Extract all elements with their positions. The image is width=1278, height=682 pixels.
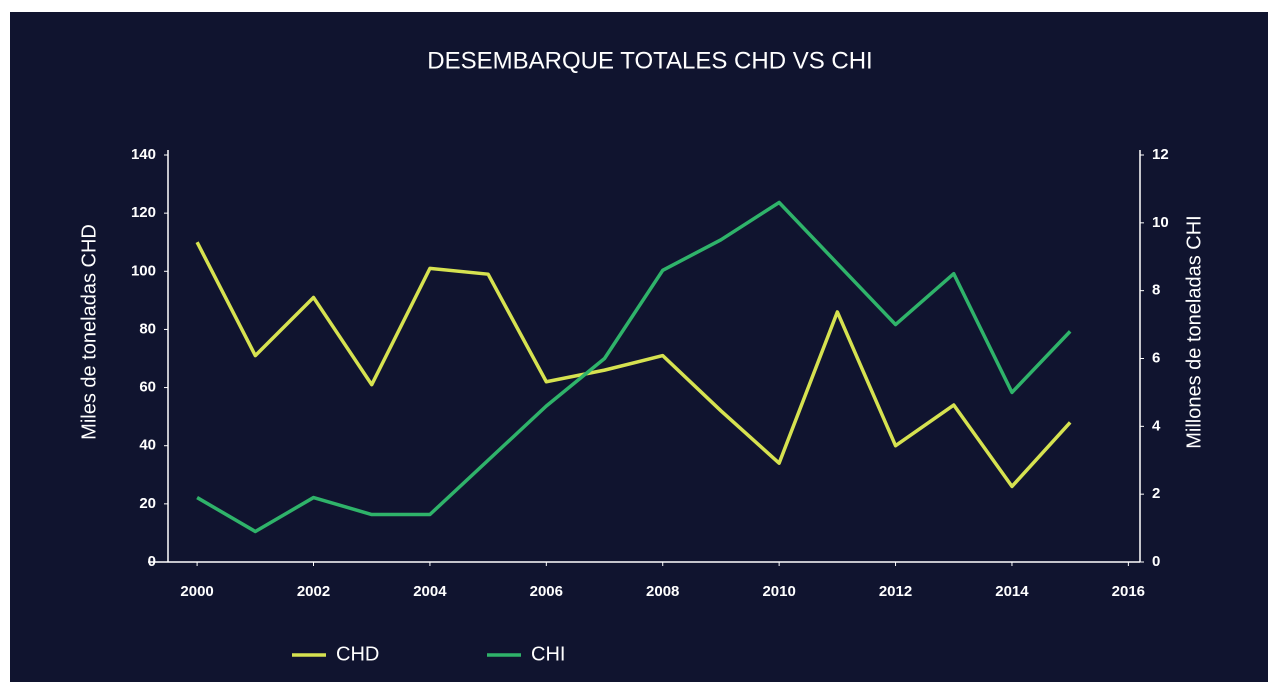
background: [10, 12, 1268, 682]
y2-tick-label: 10: [1152, 214, 1169, 231]
series-line: [196, 200, 1072, 534]
x-tick-label: 2012: [879, 583, 912, 600]
y2-tick-label: 2: [1152, 485, 1160, 502]
y-tick-label: 40: [139, 437, 156, 454]
y-tick-label: 100: [131, 262, 156, 279]
y-tick-label: 60: [139, 379, 156, 396]
y2-axis-label: Millones de toneladas CHI: [1183, 215, 1205, 448]
y-tick-label: 20: [139, 495, 156, 512]
chart-title: DESEMBARQUE TOTALES CHD VS CHI: [427, 47, 872, 74]
y2-tick-label: 12: [1152, 146, 1169, 163]
legend-label: CHD: [336, 643, 379, 665]
y-tick-label: 0: [148, 553, 156, 570]
y2-tick-label: 6: [1152, 349, 1160, 366]
y-tick-label: 120: [131, 204, 156, 221]
x-tick-label: 2014: [995, 583, 1029, 600]
x-tick-label: 2008: [646, 583, 679, 600]
y2-tick-label: 0: [1152, 553, 1160, 570]
x-tick-label: 2016: [1112, 583, 1145, 600]
x-tick-label: 2010: [762, 583, 795, 600]
series-line: [195, 241, 1072, 489]
y-tick-label: 140: [131, 146, 156, 163]
y2-tick-label: 8: [1152, 282, 1160, 299]
y-tick-label: 80: [139, 320, 156, 337]
x-tick-label: 2006: [530, 583, 563, 600]
x-tick-label: 2002: [297, 583, 330, 600]
y2-tick-label: 4: [1152, 417, 1161, 434]
x-tick-label: 2000: [180, 583, 213, 600]
legend-label: CHI: [531, 643, 565, 665]
y-axis-label: Miles de toneladas CHD: [78, 224, 100, 440]
x-tick-label: 2004: [413, 583, 447, 600]
